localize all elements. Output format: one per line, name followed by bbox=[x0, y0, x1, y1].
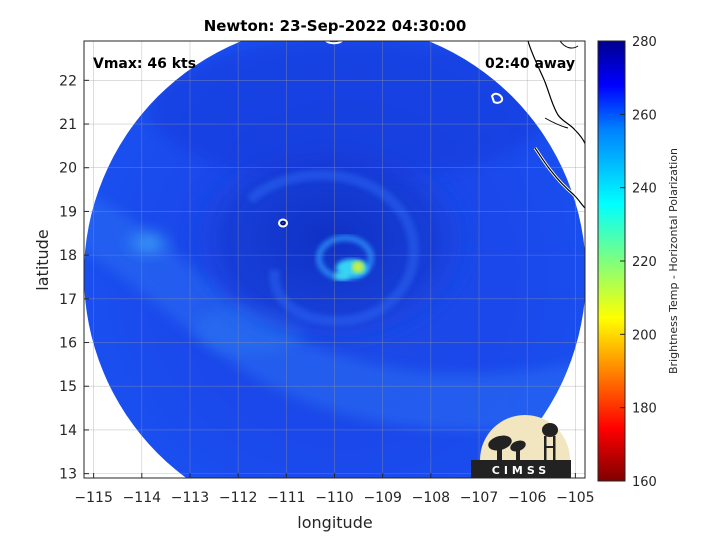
colorbar-label: Brightness Temp - Horizontal Polarizatio… bbox=[667, 148, 680, 374]
x-tick-label: −111 bbox=[267, 490, 305, 506]
y-tick-label: 13 bbox=[59, 467, 77, 483]
y-axis-label: latitude bbox=[33, 229, 52, 290]
y-tick-label: 15 bbox=[59, 379, 77, 395]
x-axis-ticks: −115 −114 −113 −112 −111 −110 −109 −108 −107 −106… bbox=[74, 473, 595, 506]
map-title: Newton: 23-Sep-2022 04:30:00 bbox=[204, 17, 467, 35]
x-tick-label: −115 bbox=[74, 490, 112, 506]
y-tick-label: 17 bbox=[59, 292, 77, 308]
x-tick-label: −106 bbox=[508, 490, 547, 506]
y-tick-label: 16 bbox=[59, 336, 77, 352]
coastline bbox=[278, 41, 585, 228]
x-tick-label: −108 bbox=[412, 490, 450, 506]
colorbar-tick-label: 280 bbox=[632, 35, 657, 50]
island-socorro-area bbox=[278, 218, 288, 228]
moist-band bbox=[84, 190, 585, 431]
storm-core-arc bbox=[334, 272, 350, 280]
logo-tower-icon bbox=[542, 423, 558, 460]
colorbar: 160 180 200 220 240 260 280 Brightness Temp - … bbox=[597, 35, 680, 490]
y-tick-label: 22 bbox=[59, 73, 77, 89]
x-tick-label: −112 bbox=[219, 490, 257, 506]
logo-base bbox=[471, 460, 571, 478]
y-tick-label: 18 bbox=[59, 248, 77, 264]
x-tick-label: −114 bbox=[123, 490, 162, 506]
x-tick-label: −109 bbox=[363, 490, 401, 506]
time-away-label: 02:40 away bbox=[485, 56, 575, 72]
mexico-coast bbox=[527, 41, 585, 209]
north-dark-region bbox=[150, 41, 550, 180]
y-tick-label: 19 bbox=[59, 204, 77, 220]
x-tick-label: −105 bbox=[556, 490, 594, 506]
cimss-logo: CIMSS bbox=[471, 415, 571, 478]
storm-core-hot bbox=[352, 261, 364, 273]
rainband bbox=[246, 170, 419, 326]
colorbar-tick-label: 180 bbox=[632, 402, 657, 417]
colorbar-tick-label: 240 bbox=[632, 182, 657, 197]
logo-text: CIMSS bbox=[492, 464, 550, 477]
baja-tip bbox=[544, 41, 579, 129]
colorbar-tick-label: 220 bbox=[632, 255, 657, 270]
x-tick-label: −107 bbox=[460, 490, 498, 506]
y-tick-label: 14 bbox=[59, 423, 77, 439]
map-grid bbox=[84, 41, 585, 478]
logo-dish-icon bbox=[488, 435, 526, 461]
y-tick-label: 20 bbox=[59, 161, 77, 177]
colorbar-tick-label: 260 bbox=[632, 108, 657, 123]
island-top bbox=[325, 41, 343, 45]
x-tick-label: −113 bbox=[171, 490, 209, 506]
island-socorro-area-inner bbox=[280, 221, 286, 225]
colorbar-tick-label: 160 bbox=[632, 475, 657, 490]
cyan-patch-west bbox=[118, 225, 178, 261]
colorbar-ticks: 160 180 200 220 240 260 280 bbox=[620, 35, 657, 490]
island-maria bbox=[490, 92, 504, 104]
x-axis-label: longitude bbox=[297, 513, 372, 532]
x-tick-label: −110 bbox=[315, 490, 353, 506]
y-tick-label: 21 bbox=[59, 117, 77, 133]
vmax-label: Vmax: 46 kts bbox=[93, 56, 196, 72]
colorbar-tick-label: 200 bbox=[632, 328, 657, 343]
y-axis-ticks: 13 14 15 16 17 18 19 20 21 22 bbox=[59, 73, 89, 483]
